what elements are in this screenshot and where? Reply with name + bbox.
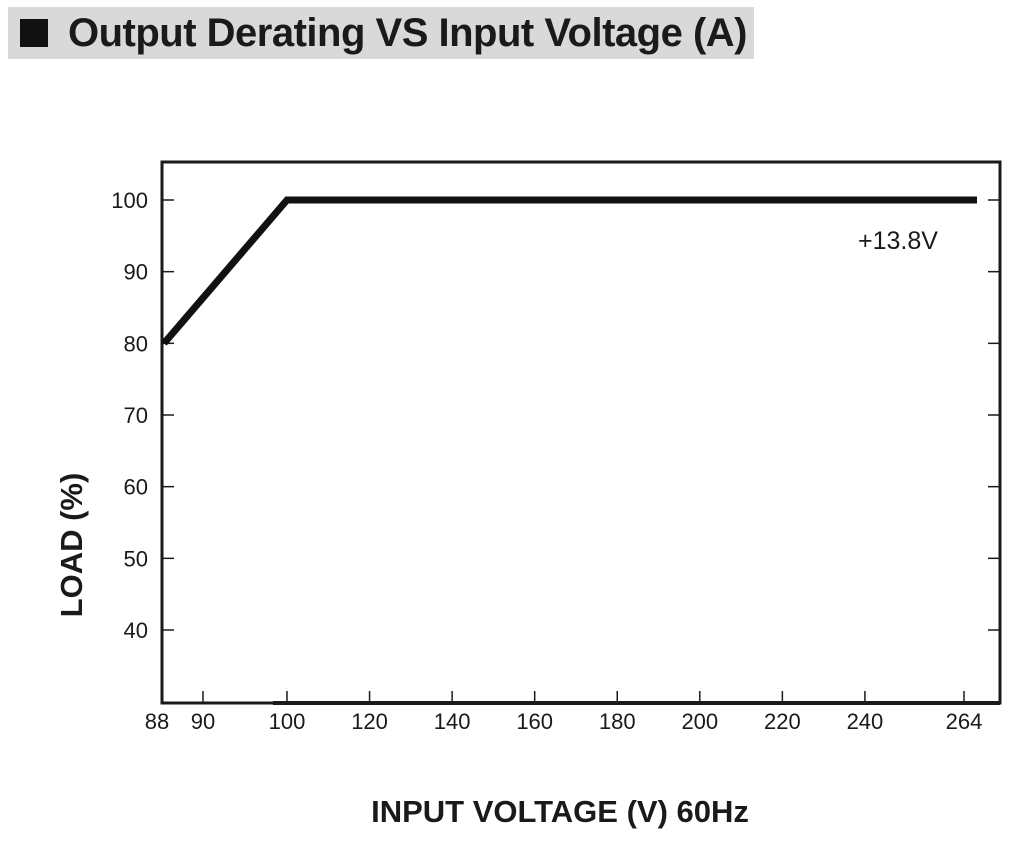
series-label: +13.8V [858,227,938,255]
x-tick-label: 200 [681,709,718,734]
x-tick-label: 264 [946,709,983,734]
x-tick-label: 120 [351,709,388,734]
x-axis-title: INPUT VOLTAGE (V) 60Hz [371,794,749,829]
y-axis: 40 50 60 70 80 90 100 [111,188,1000,643]
x-tick-label: 160 [516,709,553,734]
y-tick-label: 80 [124,331,148,356]
y-tick-label: 50 [124,546,148,571]
x-tick-label: 220 [764,709,801,734]
title-square-icon [20,19,48,47]
x-tick-label: 140 [434,709,471,734]
x-tick-label: 240 [847,709,884,734]
x-tick-label: 180 [599,709,636,734]
y-tick-label: 100 [111,188,148,213]
chart-title: Output Derating VS Input Voltage (A) [68,11,748,55]
x-axis: 88 90 100 120 140 160 180 200 220 240 264 [145,691,1000,734]
series-line-0 [161,196,977,346]
x-tick-label: 88 [145,709,169,734]
series-lines [161,196,977,346]
x-tick-label: 100 [269,709,306,734]
x-tick-label: 90 [191,709,215,734]
title-bar: Output Derating VS Input Voltage (A) [8,7,754,59]
y-tick-label: 70 [124,403,148,428]
y-tick-label: 60 [124,475,148,500]
y-axis-title: LOAD (%) [54,473,89,618]
y-tick-label: 40 [124,618,148,643]
y-tick-label: 90 [124,260,148,285]
